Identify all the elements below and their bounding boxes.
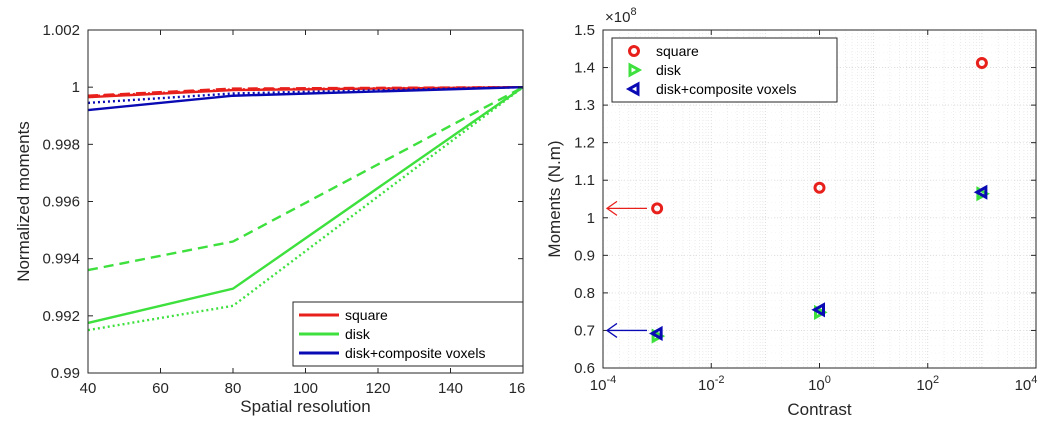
series-line-red-dotted — [87, 85, 524, 98]
y-tick-label: 1.2 — [574, 135, 595, 152]
x-tick-label: 100 — [293, 380, 318, 397]
y-tick-label: 0.7 — [574, 322, 595, 339]
tick-exponent: 0 — [825, 374, 831, 386]
x-tick-label: 100 — [808, 374, 831, 394]
legend-label: disk — [656, 62, 682, 78]
y-tick-label: 1 — [72, 79, 80, 96]
x-tick-label: 140 — [438, 380, 463, 397]
tick-exponent: 2 — [933, 374, 939, 386]
y-tick-label: 0.994 — [42, 251, 80, 268]
left-x-axis-label: Spatial resolution — [240, 397, 370, 416]
tick-base: 10 — [590, 377, 607, 394]
right-legend: square disk disk+composite voxels — [611, 37, 838, 103]
tick-exponent: -2 — [715, 374, 725, 386]
exponent-base: ×10 — [605, 9, 630, 26]
left-legend: square disk disk+composite voxels — [292, 301, 524, 367]
data-point-square — [651, 202, 664, 215]
legend-label: square — [345, 307, 388, 323]
tick-base: 10 — [698, 377, 715, 394]
left-line-chart: 40 60 80 100 120 140 16 0.99 0.992 0.994 0.996 0.99… — [14, 22, 525, 416]
y-tick-label: 1.5 — [574, 22, 595, 39]
y-tick-label: 0.992 — [42, 308, 80, 325]
right-y-exponent-label: ×108 — [605, 6, 637, 26]
left-y-axis-label: Normalized moments — [14, 121, 33, 282]
y-tick-label: 1.4 — [574, 60, 595, 77]
series-line-green-dotted — [87, 86, 524, 332]
data-point-disk-composite — [625, 81, 640, 97]
y-tick-label: 1.002 — [42, 22, 80, 39]
x-tick-label: 10-2 — [698, 374, 724, 394]
x-tick-label: 104 — [1015, 374, 1038, 394]
right-y-axis-label: Moments (N.m) — [545, 140, 564, 257]
tick-base: 10 — [1015, 377, 1032, 394]
x-tick-label: 10-4 — [590, 374, 616, 394]
right-scatter-chart: 10-4 10-2 100 102 1040.60.70.80.911.11.21.31… — [545, 6, 1037, 419]
y-tick-label: 1 — [587, 210, 595, 227]
x-tick-label: 120 — [365, 380, 390, 397]
legend-label: disk — [345, 326, 371, 342]
data-point-disk — [628, 62, 643, 78]
series-line-green-dashed — [87, 86, 524, 272]
x-tick-label: 40 — [80, 380, 97, 397]
y-tick-label: 1.3 — [574, 97, 595, 114]
series-line-green-solid — [87, 86, 524, 325]
y-tick-label: 0.99 — [51, 365, 80, 382]
y-tick-label: 0.9 — [574, 247, 595, 264]
x-tick-label: 80 — [225, 380, 242, 397]
data-point-disk — [814, 304, 828, 320]
data-point-square — [975, 57, 988, 70]
legend-label: square — [656, 43, 699, 59]
y-tick-label: 0.996 — [42, 194, 80, 211]
arrow-head-red — [605, 200, 618, 216]
data-point-disk-composite — [649, 325, 663, 341]
data-point-square — [628, 45, 640, 57]
x-tick-label: 102 — [916, 374, 939, 394]
y-tick-label: 1.1 — [574, 172, 595, 189]
data-point-disk-composite — [973, 184, 988, 200]
x-tick-label: 16 — [509, 380, 526, 397]
y-tick-label: 0.998 — [42, 136, 80, 153]
series-line-blue-dotted — [87, 85, 524, 105]
tick-exponent: -4 — [606, 374, 616, 386]
y-tick-label: 0.8 — [574, 285, 595, 302]
exponent-power: 8 — [630, 6, 636, 18]
legend-label: disk+composite voxels — [345, 345, 485, 361]
arrow-head-blue — [605, 322, 618, 338]
tick-base: 10 — [808, 377, 825, 394]
legend-label: disk+composite voxels — [656, 81, 796, 97]
right-x-axis-label: Contrast — [787, 400, 852, 419]
data-point-square — [813, 181, 826, 194]
data-point-disk-composite — [811, 302, 825, 318]
tick-base: 10 — [916, 377, 933, 394]
y-tick-label: 0.6 — [574, 360, 595, 377]
legend-box — [611, 37, 838, 103]
tick-exponent: 4 — [1031, 374, 1037, 386]
data-point-disk — [651, 328, 666, 344]
series-line-blue-solid — [87, 85, 524, 112]
x-tick-label: 60 — [152, 380, 169, 397]
